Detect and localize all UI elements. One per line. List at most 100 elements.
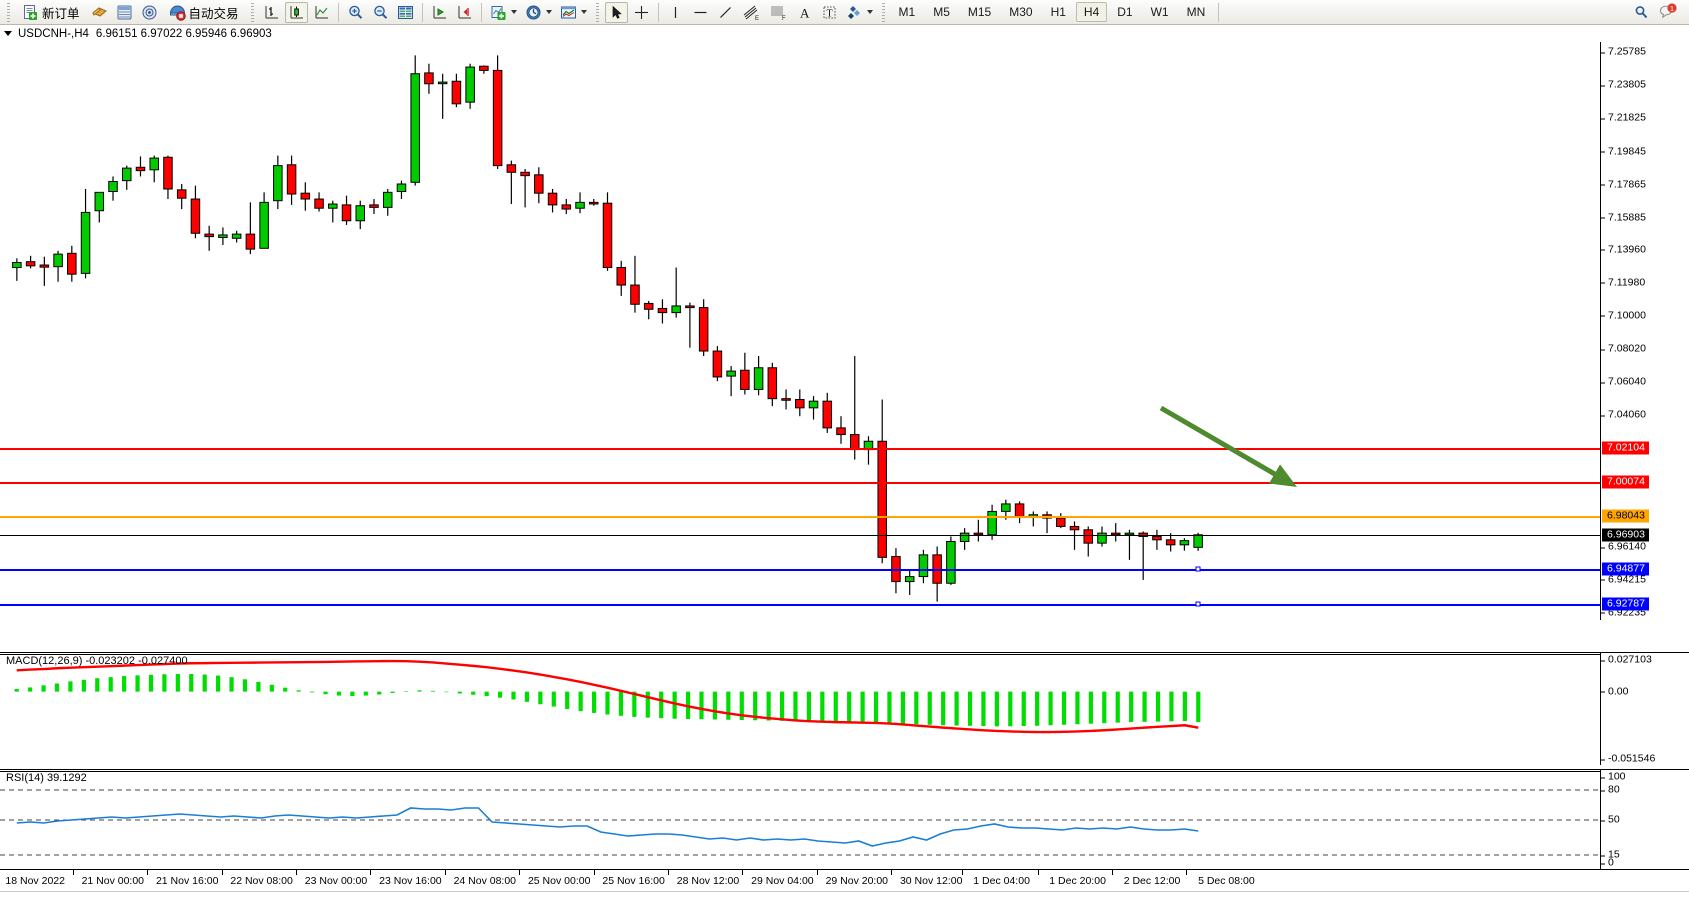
time-axis-label: 29 Nov 04:00 xyxy=(751,875,814,887)
time-axis-tick xyxy=(1037,870,1039,875)
objects-icon xyxy=(847,5,860,19)
level-handle-support[interactable] xyxy=(1195,566,1201,572)
timeframe-button-m30[interactable]: M30 xyxy=(1009,5,1033,19)
price-axis-tick: 6.92235 xyxy=(1601,607,1646,618)
navigator-button[interactable] xyxy=(138,2,161,23)
toolbar-grip[interactable] xyxy=(5,2,12,22)
level-line-support[interactable] xyxy=(0,568,1600,571)
rsi-series xyxy=(0,789,1600,856)
search-icon xyxy=(1635,5,1648,18)
time-axis-baseline xyxy=(0,891,1689,892)
level-line-pivot[interactable] xyxy=(0,515,1600,518)
price-axis-badge-support[interactable]: 6.92787 xyxy=(1602,597,1649,610)
cursor-button[interactable] xyxy=(604,1,628,23)
timeframe-group[interactable]: M1 M5 M15 M30 H1 H4 D1 W1 MN xyxy=(890,2,1215,22)
candlestick-chart-button[interactable] xyxy=(284,1,308,23)
price-axis-tick: 6.96140 xyxy=(1601,541,1646,553)
trendline-button[interactable] xyxy=(714,2,737,23)
templates-button[interactable] xyxy=(557,2,590,23)
toolbar-grip-4[interactable] xyxy=(879,2,887,22)
price-plot[interactable] xyxy=(0,42,1600,620)
add-indicator-dropdown-arrow[interactable] xyxy=(510,10,517,14)
price-axis-badge-pivot[interactable]: 6.98043 xyxy=(1602,509,1649,523)
zoom-out-icon xyxy=(373,5,387,19)
price-axis-badge-resistance[interactable]: 7.02104 xyxy=(1602,441,1649,455)
timeframe-button-m1[interactable]: M1 xyxy=(898,5,916,19)
text-label-button[interactable]: T xyxy=(818,2,841,23)
horizontal-line-button[interactable] xyxy=(689,2,712,23)
timeframe-button-h1[interactable]: H1 xyxy=(1050,5,1066,19)
price-axis[interactable]: 7.25785 7.23805 7.21825 7.19845 7.17865 7.158… xyxy=(1600,42,1689,620)
timeframe-button-h4[interactable]: H4 xyxy=(1075,2,1108,22)
level-handle-support[interactable] xyxy=(1195,601,1201,606)
add-indicator-button[interactable] xyxy=(487,2,520,23)
time-axis-label: 23 Nov 00:00 xyxy=(304,875,368,887)
zoom-in-button[interactable] xyxy=(344,2,367,23)
data-window-button[interactable] xyxy=(394,2,417,23)
text-button[interactable]: A xyxy=(793,2,816,23)
crosshair-button[interactable] xyxy=(630,2,653,23)
toolbar-separator-1 xyxy=(337,2,339,22)
macd-series xyxy=(14,659,1201,734)
main-toolbar[interactable]: 新订单 自动交易 xyxy=(0,0,1689,25)
price-axis-badge-support[interactable]: 6.94877 xyxy=(1602,562,1649,576)
price-pane[interactable]: 7.25785 7.23805 7.21825 7.19845 7.17865 7.158… xyxy=(0,42,1689,620)
timeframe-button-m5[interactable]: M5 xyxy=(933,5,950,19)
time-axis[interactable]: 18 Nov 2022 21 Nov 00:00 21 Nov 16:00 22 No… xyxy=(0,869,1689,902)
timeframe-button-w1[interactable]: W1 xyxy=(1150,5,1169,19)
objects-button[interactable] xyxy=(843,2,876,23)
candlestick-chart-icon xyxy=(290,5,303,18)
macd-axis[interactable]: 0.027103 0.00 -0.051546 xyxy=(1600,653,1689,765)
vertical-line-button[interactable] xyxy=(664,2,687,23)
rsi-axis[interactable]: 100 80 50 15 0 xyxy=(1600,770,1689,869)
bar-chart-button[interactable] xyxy=(260,2,283,23)
toolbar-separator-2 xyxy=(421,2,423,22)
level-line-last-price[interactable] xyxy=(0,534,1600,536)
rsi-plot[interactable] xyxy=(0,770,1600,869)
chart-shift-button[interactable] xyxy=(428,2,451,23)
price-axis-badge-last-price[interactable]: 6.96903 xyxy=(1602,528,1649,542)
timeframe-button-mn[interactable]: MN xyxy=(1186,5,1206,19)
price-axis-tick: 7.11980 xyxy=(1601,277,1645,288)
templates-dropdown-arrow[interactable] xyxy=(580,10,587,14)
search-button[interactable] xyxy=(1630,2,1653,23)
zoom-out-button[interactable] xyxy=(369,2,392,23)
price-axis-badge-resistance[interactable]: 7.00074 xyxy=(1602,475,1649,489)
fibonacci-button[interactable]: F xyxy=(766,2,791,23)
line-chart-button[interactable] xyxy=(310,2,333,23)
time-axis-label: 21 Nov 00:00 xyxy=(81,875,145,887)
rsi-label: RSI(14) 39.1292 xyxy=(6,772,87,784)
fibonacci-icon: F xyxy=(770,6,786,21)
data-window-icon xyxy=(397,5,413,19)
level-line-resistance[interactable] xyxy=(0,481,1600,484)
auto-scroll-button[interactable] xyxy=(453,2,476,23)
macd-pane[interactable]: MACD(12,26,9) -0.023202 -0.027400 0.0271… xyxy=(0,652,1689,765)
level-line-support[interactable] xyxy=(0,603,1600,606)
notification-button[interactable]: 1 xyxy=(1655,2,1680,23)
period-button[interactable] xyxy=(522,2,555,23)
new-order-button[interactable]: 新订单 xyxy=(16,2,86,23)
market-watch-icon xyxy=(117,5,132,19)
indicators-button[interactable] xyxy=(88,2,111,23)
timeframe-button-m15[interactable]: M15 xyxy=(967,5,992,19)
toolbar-grip-2[interactable] xyxy=(248,2,256,22)
equidistant-channel-button[interactable]: E xyxy=(739,2,764,23)
chart-header-bar[interactable]: USDCNH-,H4 6.96151 6.97022 6.95946 6.969… xyxy=(0,25,1689,42)
chart-symbol-label: USDCNH-,H4 xyxy=(18,27,89,40)
crosshair-icon xyxy=(634,5,648,19)
time-axis-label: 1 Dec 20:00 xyxy=(1049,875,1106,887)
candlestick-series xyxy=(12,55,1203,602)
toolbar-grip-3[interactable] xyxy=(593,2,601,22)
timeframe-button-d1[interactable]: D1 xyxy=(1117,5,1133,19)
objects-dropdown-arrow[interactable] xyxy=(866,10,873,14)
chart-menu-caret-icon[interactable] xyxy=(4,31,12,36)
market-watch-button[interactable] xyxy=(113,2,136,23)
period-dropdown-arrow[interactable] xyxy=(545,10,552,14)
auto-trading-button[interactable]: 自动交易 xyxy=(163,2,245,23)
time-axis-tick xyxy=(668,870,669,875)
chart-area[interactable]: 7.25785 7.23805 7.21825 7.19845 7.17865 7.158… xyxy=(0,42,1689,902)
level-line-resistance[interactable] xyxy=(0,447,1600,450)
time-axis-tick xyxy=(891,870,893,875)
macd-plot[interactable] xyxy=(0,653,1600,765)
rsi-pane[interactable]: RSI(14) 39.1292 100 80 50 15 0 xyxy=(0,769,1689,869)
